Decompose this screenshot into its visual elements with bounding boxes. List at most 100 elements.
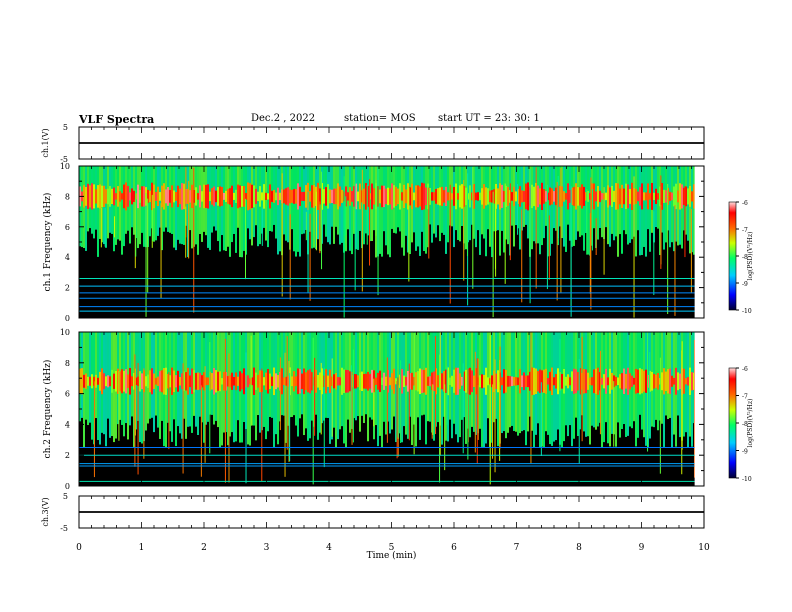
spectrogram-column <box>621 166 623 254</box>
spectrogram-core <box>625 183 627 210</box>
spectrogram-core <box>461 184 463 209</box>
spectrogram-column <box>475 166 477 248</box>
spectrogram-core <box>545 191 547 202</box>
spectrogram-core <box>419 368 421 395</box>
spectrogram-core <box>137 184 139 209</box>
spectrogram-column <box>243 166 245 251</box>
spectrogram-core <box>469 367 471 395</box>
spectrogram-core <box>453 186 455 206</box>
spectrogram-core <box>355 183 357 210</box>
spectrogram-core <box>107 188 109 205</box>
spectrogram-core <box>475 368 477 395</box>
spectrogram-core <box>229 188 231 205</box>
spectrogram-core <box>99 184 101 209</box>
spectrogram-core <box>409 187 411 206</box>
spectrogram-core <box>363 374 365 389</box>
spectrogram-column <box>175 332 177 447</box>
spectrogram-core <box>393 368 395 394</box>
spectrogram-core <box>557 368 559 395</box>
y-tick-label: 5 <box>63 492 68 501</box>
spectrogram-core <box>485 187 487 206</box>
spectrogram-column <box>329 166 331 245</box>
spectrogram-core <box>285 376 287 386</box>
spectrogram-core <box>115 193 117 200</box>
channel-1-waveform-xticks <box>78 127 705 159</box>
spectrogram-core <box>585 192 587 201</box>
spectrogram-core <box>353 186 355 207</box>
colorbar-label: log(PSD)(V²/Hz) <box>747 399 754 448</box>
spectrogram-column <box>687 332 689 448</box>
spectrogram-core <box>291 189 293 203</box>
spectrogram-column <box>265 166 267 241</box>
spectrogram-core <box>691 191 693 202</box>
spectrogram-core <box>167 374 169 389</box>
spectrogram-column <box>387 166 389 255</box>
spectrogram-core <box>425 187 427 206</box>
spectrogram-core <box>197 193 199 200</box>
spectrogram-column <box>227 332 229 446</box>
y-tick-label: 4 <box>65 420 70 429</box>
spectrogram-core <box>611 185 613 207</box>
spectrogram-column <box>427 332 429 422</box>
spectrogram-core <box>379 370 381 392</box>
spectrogram-core <box>425 367 427 395</box>
spectrogram-column <box>121 166 123 255</box>
spectrogram-column <box>139 166 141 245</box>
spectrogram-core <box>221 378 223 385</box>
spectrogram-core <box>153 373 155 390</box>
spectrogram-core <box>575 369 577 394</box>
spectrogram-core <box>641 183 643 210</box>
spectrogram-column <box>247 332 249 445</box>
spectrogram-core <box>191 184 193 209</box>
spectrogram-core <box>501 184 503 208</box>
spectrogram-core <box>87 183 89 209</box>
spectrogram-core <box>173 190 175 203</box>
spectrogram-core <box>353 373 355 389</box>
spectrogram-core <box>215 370 217 393</box>
spectrogram-core <box>457 193 459 200</box>
spectrogram-core <box>495 183 497 209</box>
x-axis-label: Time (min) <box>367 550 417 561</box>
spectrogram-core <box>411 183 413 210</box>
spectrogram-core <box>627 367 629 395</box>
spectrogram-column <box>487 332 489 419</box>
spectrogram-core <box>597 367 599 395</box>
spectrogram-core <box>627 184 629 209</box>
spectrogram-core <box>503 190 505 202</box>
spectrogram-core <box>331 189 333 203</box>
spectrogram-core <box>283 189 285 204</box>
spectrogram-core <box>233 192 235 200</box>
spectrogram-core <box>93 184 95 209</box>
spectrogram-core <box>549 371 551 391</box>
spectrogram-core <box>685 378 687 385</box>
spectrogram-core <box>201 191 203 202</box>
spectrogram-core <box>219 371 221 392</box>
spectrogram-core <box>297 368 299 395</box>
spectrogram-core <box>543 369 545 393</box>
spectrogram-core <box>381 185 383 208</box>
spectrogram-core <box>523 372 525 391</box>
spectrogram-column <box>635 166 637 257</box>
spectrogram-column <box>293 166 295 252</box>
spectrogram-core <box>595 368 597 394</box>
spectrogram-core <box>429 187 431 205</box>
spectrogram-core <box>235 372 237 391</box>
spectrogram-core <box>83 374 85 388</box>
spectrogram-core <box>623 188 625 205</box>
spectrogram-core <box>519 186 521 207</box>
spectrogram-core <box>525 375 527 387</box>
spectrogram-core <box>675 367 677 395</box>
colorbar-tick-label: -8 <box>742 421 748 428</box>
spectrogram-column <box>415 166 417 251</box>
spectrogram-column <box>595 166 597 249</box>
spectrogram-core <box>565 376 567 386</box>
spectrogram-core <box>183 183 185 210</box>
spectrogram-core <box>349 371 351 392</box>
spectrogram-column <box>607 332 609 444</box>
spectrogram-core <box>161 185 163 208</box>
spectrogram-core <box>679 373 681 389</box>
spectrogram-core <box>125 369 127 394</box>
spectrogram-core <box>195 187 197 206</box>
colorbar-tick-label: -6 <box>742 366 748 373</box>
spectrogram-core <box>251 184 253 209</box>
